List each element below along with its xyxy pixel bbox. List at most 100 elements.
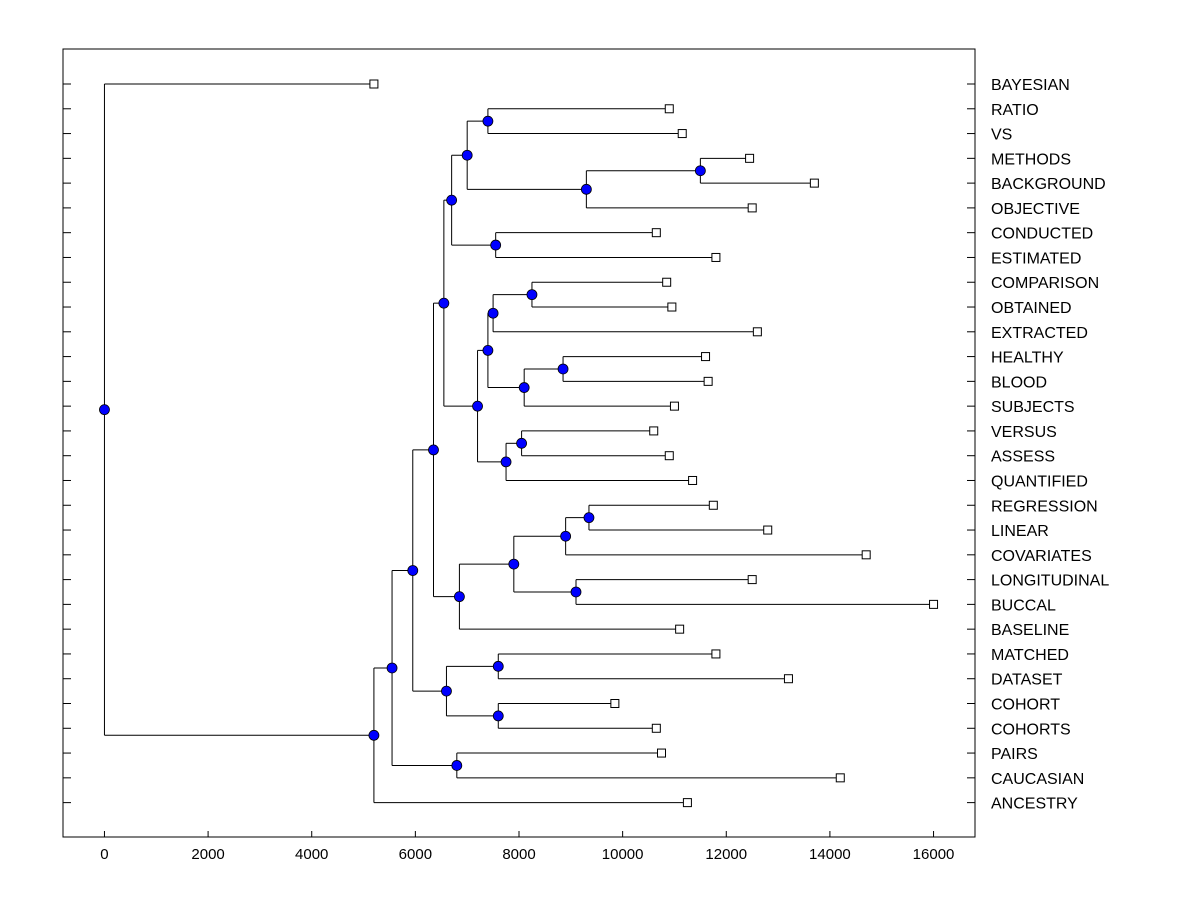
cluster-node xyxy=(487,307,499,319)
leaf-marker xyxy=(745,153,755,163)
leaf-label: RATIO xyxy=(991,102,1039,119)
leaf-marker xyxy=(649,426,659,436)
leaf-marker xyxy=(835,773,845,783)
cluster-node xyxy=(461,149,473,161)
leaf-marker xyxy=(929,599,939,609)
cluster-node xyxy=(407,565,419,576)
x-tick-label: 14000 xyxy=(809,846,851,863)
x-tick-label: 6000 xyxy=(399,846,432,863)
leaf-label: BASELINE xyxy=(991,622,1069,639)
leaf-marker xyxy=(675,624,685,634)
leaf-label: OBJECTIVE xyxy=(991,201,1080,218)
cluster-node xyxy=(490,239,502,251)
leaf-marker xyxy=(783,674,793,684)
leaf-label: PAIRS xyxy=(991,746,1038,763)
leaf-marker xyxy=(752,327,762,337)
cluster-node xyxy=(694,165,706,177)
x-tick-label: 4000 xyxy=(295,846,328,863)
leaf-marker xyxy=(701,352,711,362)
cluster-node xyxy=(428,444,439,456)
x-tick-label: 12000 xyxy=(705,846,747,863)
leaf-marker xyxy=(682,798,692,808)
leaf-label: REGRESSION xyxy=(991,498,1098,515)
cluster-node xyxy=(508,558,520,570)
leaf-marker xyxy=(688,475,698,485)
dendrogram-markers xyxy=(99,79,939,808)
leaf-label: SUBJECTS xyxy=(991,399,1075,416)
cluster-node xyxy=(451,760,463,771)
x-tick-label: 16000 xyxy=(913,846,955,863)
leaf-labels: BAYESIAN RATIO VS METHODS BACKGROUND OBJECTIV… xyxy=(991,77,1109,813)
leaf-label: DATASET xyxy=(991,672,1063,689)
leaf-marker xyxy=(711,252,721,262)
leaf-label: CONDUCTED xyxy=(991,226,1093,243)
cluster-node xyxy=(441,685,452,697)
dendrogram-branches xyxy=(103,83,934,804)
leaf-label: METHODS xyxy=(991,151,1071,168)
leaf-label: CAUCASIAN xyxy=(991,771,1084,788)
leaf-label: BAYESIAN xyxy=(991,77,1070,94)
axis-ticks: 0 2000 4000 6000 8000 10000 12000 14000 16000 xyxy=(63,83,975,863)
leaf-marker xyxy=(667,302,677,312)
cluster-node xyxy=(472,400,483,412)
leaf-marker xyxy=(861,550,871,560)
leaf-label: BACKGROUND xyxy=(991,176,1106,193)
leaf-label: ANCESTRY xyxy=(991,796,1078,813)
leaf-marker xyxy=(669,401,679,411)
leaf-label: COHORTS xyxy=(991,721,1071,738)
cluster-node xyxy=(526,289,538,301)
leaf-label: EXTRACTED xyxy=(991,325,1088,342)
leaf-marker xyxy=(763,525,773,535)
x-tick-label: 8000 xyxy=(502,846,535,863)
leaf-label: OBTAINED xyxy=(991,300,1072,317)
leaf-marker xyxy=(809,178,819,188)
leaf-label: BLOOD xyxy=(991,374,1047,391)
leaf-label: VS xyxy=(991,127,1012,144)
leaf-marker xyxy=(703,376,713,386)
cluster-node xyxy=(570,586,582,598)
cluster-node xyxy=(492,660,504,672)
leaf-label: LINEAR xyxy=(991,523,1049,540)
leaf-label: QUANTIFIED xyxy=(991,473,1088,490)
leaf-marker xyxy=(369,79,379,89)
cluster-node xyxy=(446,194,458,206)
x-tick-label: 10000 xyxy=(602,846,644,863)
x-tick-label: 0 xyxy=(100,846,108,863)
leaf-marker xyxy=(610,699,620,708)
cluster-node xyxy=(583,512,595,524)
leaf-label: COVARIATES xyxy=(991,548,1092,565)
cluster-node xyxy=(438,297,450,309)
leaf-marker xyxy=(657,748,666,758)
leaf-label: ASSESS xyxy=(991,449,1055,466)
leaf-label: BUCCAL xyxy=(991,597,1056,614)
leaf-marker xyxy=(708,500,718,510)
cluster-node xyxy=(492,710,504,722)
leaf-marker xyxy=(747,203,757,213)
leaf-label: ESTIMATED xyxy=(991,250,1081,267)
cluster-node xyxy=(560,530,572,542)
cluster-node xyxy=(482,115,494,127)
cluster-node xyxy=(482,344,494,356)
leaf-marker xyxy=(651,723,661,733)
leaf-label: MATCHED xyxy=(991,647,1069,664)
leaf-marker xyxy=(747,575,757,585)
cluster-node xyxy=(386,662,398,674)
leaf-marker xyxy=(662,277,672,287)
leaf-label: HEALTHY xyxy=(991,350,1064,367)
x-tick-label: 2000 xyxy=(191,846,224,863)
leaf-marker xyxy=(651,228,661,238)
leaf-marker xyxy=(664,451,674,461)
cluster-node xyxy=(518,382,530,393)
leaf-label: VERSUS xyxy=(991,424,1057,441)
leaf-label: COHORT xyxy=(991,697,1060,714)
leaf-marker xyxy=(677,129,687,139)
cluster-node xyxy=(368,729,380,741)
cluster-node xyxy=(580,183,592,195)
leaf-label: LONGITUDINAL xyxy=(991,573,1109,590)
cluster-node xyxy=(516,437,527,449)
leaf-label: COMPARISON xyxy=(991,275,1099,292)
cluster-node xyxy=(500,456,512,468)
cluster-node xyxy=(99,404,110,416)
leaf-marker xyxy=(711,649,721,659)
